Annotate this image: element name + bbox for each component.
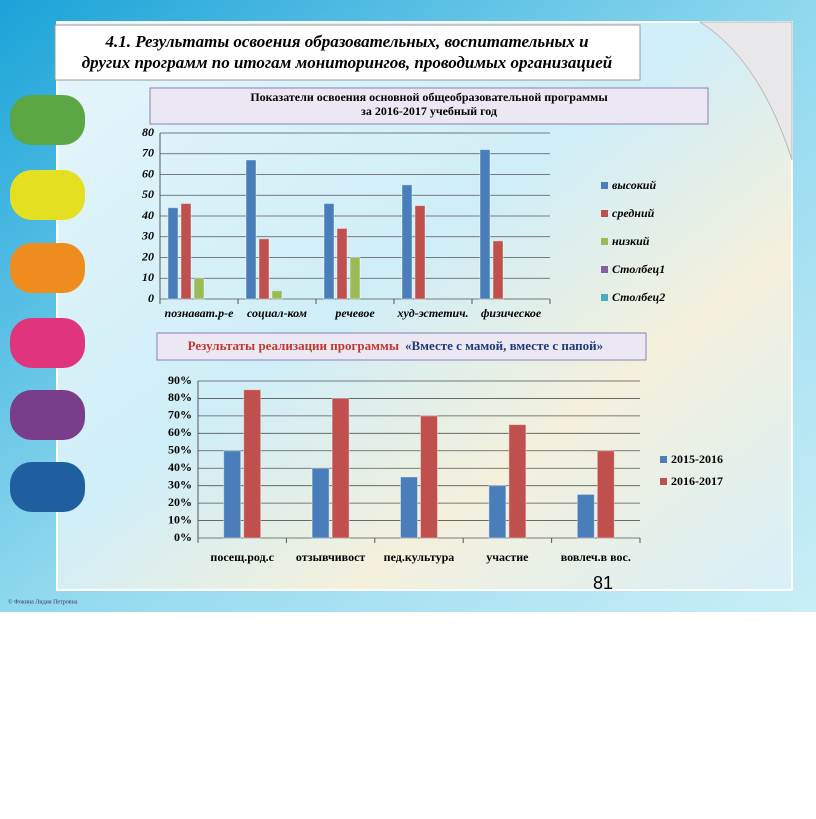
legend-swatch	[660, 478, 667, 485]
bar	[323, 203, 335, 300]
legend-label: Столбец1	[612, 262, 665, 276]
bar	[488, 485, 507, 539]
bar	[492, 240, 504, 300]
legend-swatch	[601, 266, 608, 273]
y-tick-label: 70%	[168, 408, 192, 422]
bar	[401, 184, 413, 300]
chart-title: Результаты реализации программы	[188, 338, 399, 353]
bar	[258, 238, 270, 300]
legend-swatch	[601, 238, 608, 245]
y-tick-label: 90%	[168, 373, 192, 387]
x-tick-label: физическое	[481, 306, 542, 320]
y-tick-label: 20%	[168, 495, 192, 509]
legend-swatch	[601, 182, 608, 189]
x-tick-label: речевое	[334, 306, 375, 320]
x-tick-label: участие	[486, 550, 529, 564]
y-tick-label: 80%	[168, 390, 192, 404]
bar	[414, 205, 426, 300]
slide-title: других программ по итогам мониторингов, …	[82, 53, 613, 72]
chart-subtitle: «Вместе с мамой, вместе с папой»	[405, 338, 603, 353]
bar	[596, 450, 615, 539]
x-tick-label: отзывчивост	[296, 550, 366, 564]
chart-title-box	[149, 87, 709, 125]
y-tick-label: 50	[142, 187, 154, 201]
y-tick-label: 30%	[168, 477, 192, 491]
chart-title: Показатели освоения основной общеобразов…	[250, 90, 608, 104]
bar	[400, 476, 418, 539]
y-tick-label: 30	[141, 229, 154, 243]
bar	[420, 415, 438, 539]
legend-swatch	[601, 210, 608, 217]
y-tick-label: 10%	[168, 512, 192, 526]
legend-label: высокий	[612, 178, 656, 192]
y-tick-label: 0	[148, 291, 154, 305]
legend-label: 2016-2017	[671, 474, 723, 488]
x-tick-label: худ-эстетич.	[396, 306, 468, 320]
x-tick-label: вовлеч.в вос.	[561, 550, 631, 564]
y-tick-label: 40	[141, 208, 154, 222]
x-tick-label: пед.культура	[384, 550, 455, 564]
y-tick-label: 0%	[174, 530, 192, 544]
y-tick-label: 50%	[168, 443, 192, 457]
bar	[180, 203, 192, 300]
bar	[508, 424, 527, 539]
legend-label: 2015-2016	[671, 452, 723, 466]
legend-label: средний	[612, 206, 655, 220]
page-curl	[698, 21, 793, 161]
copyright: © Фокина Лидия Петровна	[8, 598, 78, 605]
legend-label: низкий	[612, 234, 650, 248]
x-tick-label: посещ.род.с	[210, 550, 274, 564]
bar	[167, 207, 179, 300]
chart-subtitle: за 2016-2017 учебный год	[361, 104, 497, 118]
title-box	[54, 24, 641, 81]
bar	[245, 159, 257, 300]
bar	[193, 277, 205, 300]
slide-title: 4.1. Результаты освоения образовательных…	[104, 32, 588, 51]
y-tick-label: 20	[141, 249, 154, 263]
bar	[311, 467, 330, 539]
y-tick-label: 80	[142, 125, 154, 139]
chart-title-box	[156, 332, 647, 361]
legend-swatch	[601, 294, 608, 301]
y-tick-label: 40%	[168, 460, 192, 474]
bar	[271, 290, 283, 300]
tabs	[10, 95, 85, 512]
page-number: 81	[593, 573, 613, 593]
bar	[576, 493, 595, 539]
bar	[479, 149, 491, 300]
bar	[336, 227, 348, 300]
y-tick-label: 60	[142, 166, 154, 180]
bar	[331, 397, 350, 539]
bar	[349, 257, 361, 300]
x-tick-label: познават.р-е	[165, 306, 235, 320]
bar	[243, 389, 262, 539]
y-tick-label: 10	[142, 270, 154, 284]
x-tick-label: социал-ком	[247, 306, 307, 320]
legend-swatch	[660, 456, 667, 463]
legend-label: Столбец2	[612, 290, 665, 304]
bar	[223, 450, 242, 539]
y-tick-label: 60%	[168, 425, 192, 439]
y-tick-label: 70	[142, 146, 154, 160]
